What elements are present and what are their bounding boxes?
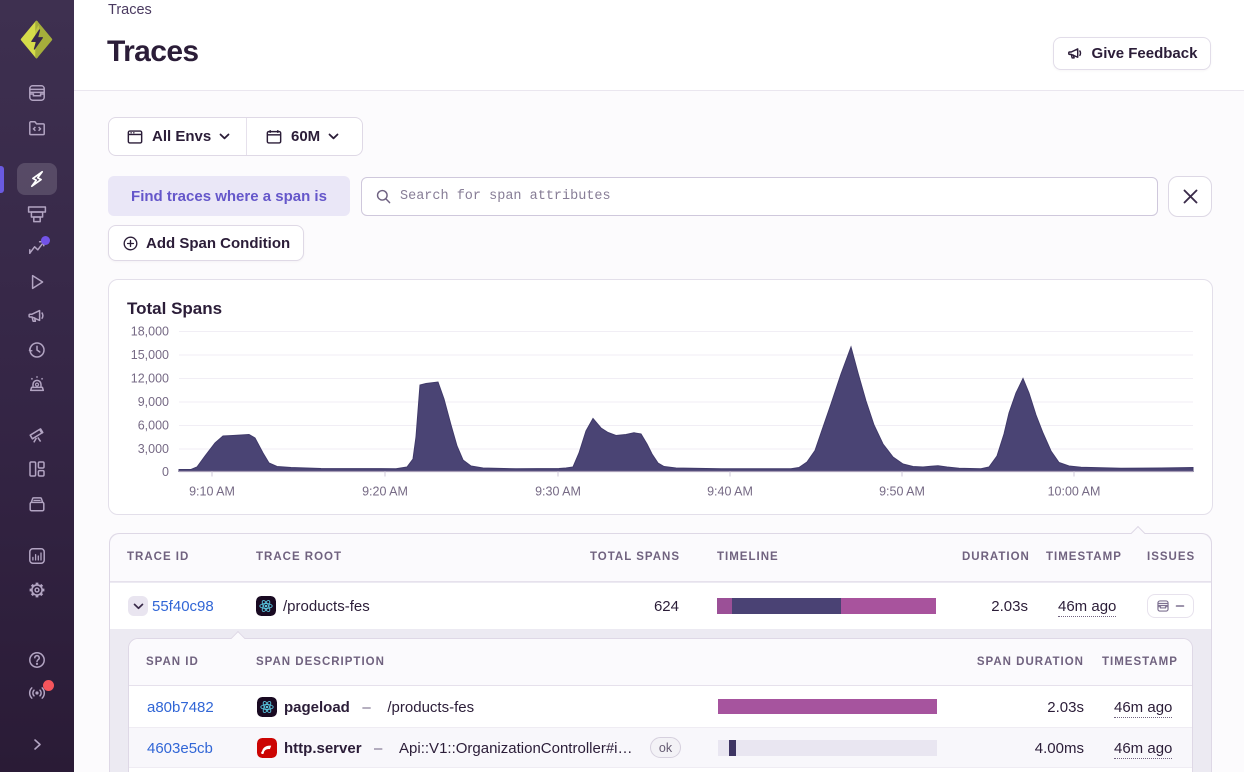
svg-text:9:30 AM: 9:30 AM: [535, 485, 581, 499]
svg-text:9:20 AM: 9:20 AM: [362, 485, 408, 499]
svg-text:9,000: 9,000: [138, 395, 169, 409]
svg-text:9:10 AM: 9:10 AM: [189, 485, 235, 499]
svg-text:10:00 AM: 10:00 AM: [1048, 485, 1101, 499]
svg-text:12,000: 12,000: [131, 372, 169, 386]
svg-text:18,000: 18,000: [131, 325, 169, 339]
svg-text:6,000: 6,000: [138, 419, 169, 433]
svg-text:9:40 AM: 9:40 AM: [707, 485, 753, 499]
svg-text:0: 0: [162, 465, 169, 479]
svg-text:9:50 AM: 9:50 AM: [879, 485, 925, 499]
svg-text:15,000: 15,000: [131, 348, 169, 362]
svg-text:3,000: 3,000: [138, 442, 169, 456]
